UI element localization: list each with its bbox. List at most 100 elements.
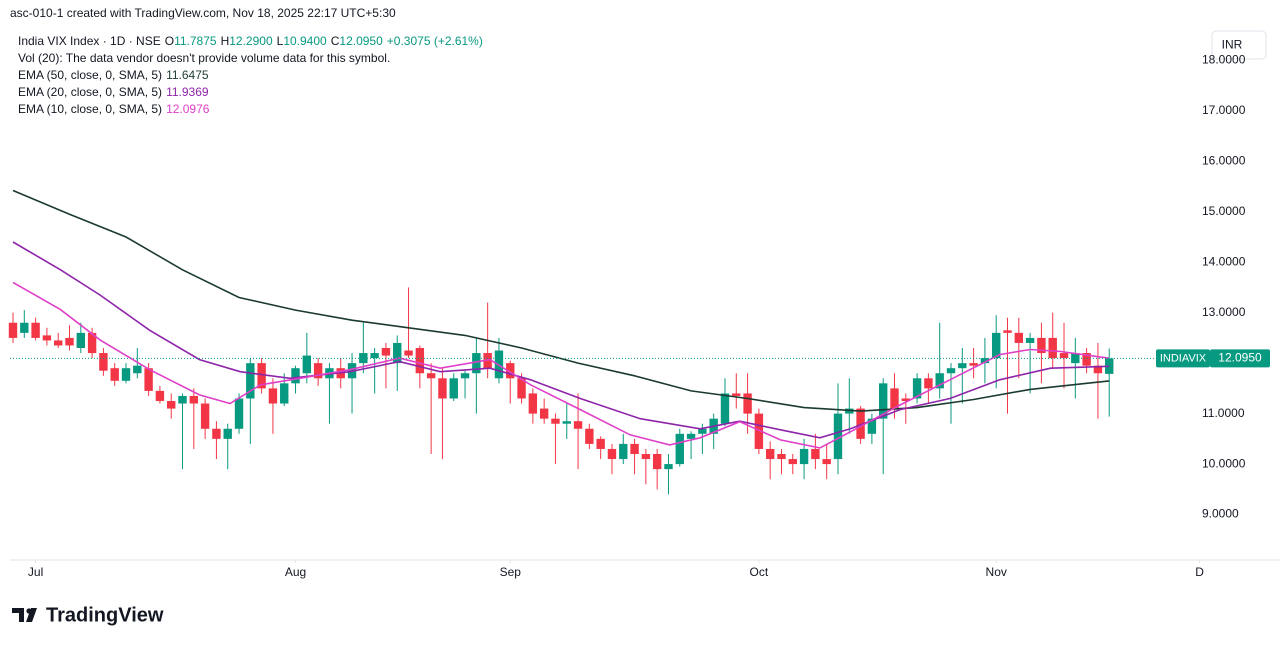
candle-body [42,335,52,341]
legend-ohlc-value: 11.7875 [174,34,217,48]
candle-body [698,428,707,434]
candle-body [121,368,131,381]
y-tick-label: 18.0000 [1202,52,1246,66]
x-tick-label: Aug [285,565,306,579]
candle-body [110,368,119,381]
candle-body [87,332,97,354]
candle-body [619,443,628,460]
candle-body [732,393,741,396]
legend-ohlc-label: C [331,34,340,48]
candle-body [664,464,673,470]
ema-line [12,241,1110,439]
x-tick-label: Nov [986,565,1007,579]
candle-body [155,390,165,401]
x-tick-label: Jul [28,565,43,579]
candle-body [415,348,425,374]
candle-body [65,337,74,346]
ema-legend: EMA (50, close, 0, SMA, 5) 11.6475 [18,68,209,82]
candle-body [811,448,820,460]
indicator-legend: EMA (50, close, 0, SMA, 5) 11.6475 EMA (20… [18,68,210,116]
candle-body [1025,337,1035,343]
candle-body [313,363,323,379]
candle-body [133,365,142,374]
ema-value: 11.6475 [166,68,209,82]
candle-body [517,378,526,399]
candle-body [246,363,255,399]
candle-body [980,358,990,364]
candle-body [20,322,29,333]
volume-note: Vol (20): The data vendor doesn't provid… [18,51,390,65]
candle-body [1014,332,1024,343]
price-tag-value-bg [1210,349,1270,368]
candle-body [912,378,922,399]
currency-button[interactable] [1211,30,1267,60]
x-tick-label: Oct [750,565,769,579]
candle-body [1048,337,1057,359]
ema-line [12,189,1110,412]
candle-body [867,418,877,434]
candle-body [788,459,797,465]
candle-body [585,428,594,444]
candle-body [799,448,809,465]
candle-body [291,368,300,384]
candle-body [438,378,447,399]
candle-body [652,454,662,470]
candle-body [901,398,910,401]
y-tick-label: 11.0000 [1202,406,1245,420]
candle-body [359,353,368,364]
candle-body [257,363,266,389]
candle-body [890,388,899,409]
candle-body [528,393,538,414]
candle-body [404,350,413,356]
candle-body [551,418,560,424]
candle-body [449,378,458,399]
price-tag-value: 12.0950 [1218,351,1262,365]
candle-body [686,433,696,439]
candle-body [1082,353,1091,366]
candle-body [743,393,752,414]
price-tag-symbol-bg [1156,349,1210,368]
candle-body [878,383,888,419]
candle-body [302,355,312,374]
candle-body [607,448,617,460]
candle-body [54,340,63,346]
logo: TradingView [12,604,164,626]
ema-name: EMA (20, close, 0, SMA, 5) [18,85,162,99]
candle-body [460,373,470,379]
ema-value: 11.9369 [166,85,209,99]
legend-symbol: India VIX Index · 1D · NSE [18,34,161,48]
candle-body [856,408,865,439]
candle-body [99,353,108,371]
candle-body [822,459,831,465]
candle-body [280,383,289,404]
candle-body [76,332,86,348]
legend-ohlc-label: L [277,34,284,48]
y-tick-label: 10.0000 [1202,456,1246,470]
candle-body [426,373,436,379]
ema-line [12,281,1110,449]
candle-body [506,363,515,379]
candle-body [765,448,775,460]
candle-body [777,454,786,460]
candle-body [1003,330,1012,333]
legend-ohlc-label: H [221,34,230,48]
logo-dot [26,608,32,614]
candle-body [144,368,153,391]
candle-body [370,353,379,359]
plot [8,189,1114,495]
y-tick-label: 13.0000 [1202,305,1246,319]
candle-body [958,363,967,369]
candle-body [935,373,944,389]
y-tick-label: 17.0000 [1202,103,1246,117]
candle-body [268,388,278,404]
candle-body [946,368,956,374]
candle-body [178,395,187,404]
logo-text: TradingView [46,604,164,626]
candle-body [234,398,244,429]
legend-ohlc-value: 12.0950 [339,34,383,48]
ema-legend: EMA (10, close, 0, SMA, 5) 12.0976 [18,102,210,116]
candle-body [1093,365,1103,374]
currency[interactable]: INR [1222,38,1243,52]
candle-body [754,413,764,449]
